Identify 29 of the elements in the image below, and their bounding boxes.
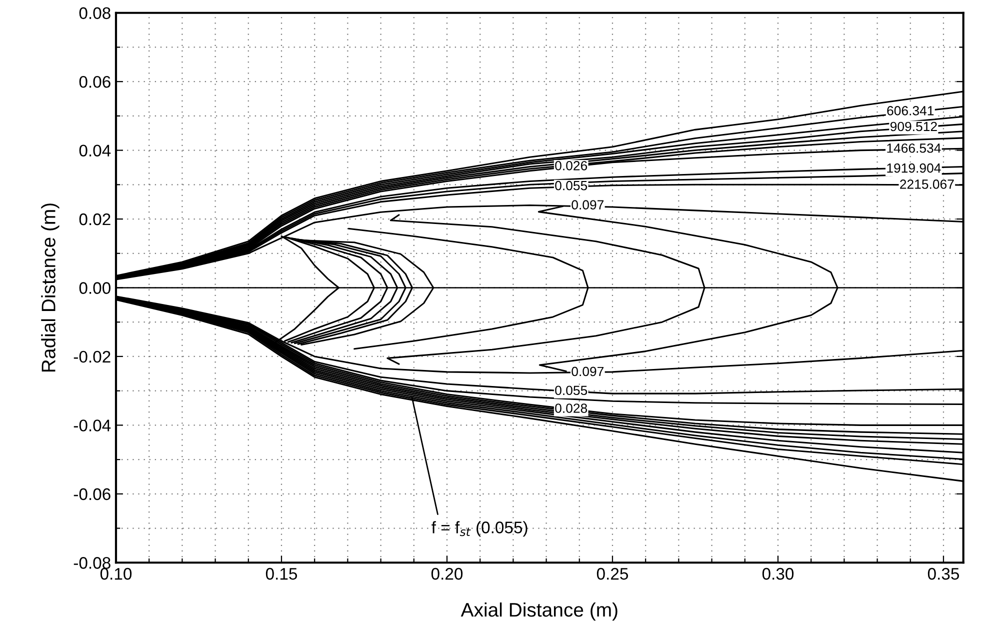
y-tick-label: -0.02 <box>74 350 110 363</box>
annotation: 606.341 <box>887 106 934 116</box>
y-tick-label: -0.06 <box>74 488 110 500</box>
annotation: 1919.904 <box>887 163 941 173</box>
annotation: 0.097 <box>572 366 604 376</box>
annotation: 2215.067 <box>900 180 954 189</box>
x-tick-label: 0.10 <box>100 568 132 580</box>
annotation: 0.055 <box>555 386 588 396</box>
y-tick-label: 0.06 <box>79 76 110 88</box>
annotation: 0.055 <box>555 180 588 190</box>
y-tick-label: 0.08 <box>79 7 110 20</box>
annotation: 0.097 <box>572 200 604 210</box>
x-tick-label: 0.15 <box>266 568 298 580</box>
annotation: 0.028 <box>555 404 588 413</box>
annotation: 1466.534 <box>887 143 941 153</box>
y-tick-label: -0.04 <box>74 420 111 432</box>
y-tick-label: 0.00 <box>79 282 110 294</box>
annotation: f = f$_{st}$ (0.055) <box>432 521 528 537</box>
y-tick-label: 0.04 <box>79 144 111 157</box>
annotation: 0.026 <box>555 160 588 170</box>
y-tick-label: -0.08 <box>74 557 110 569</box>
x-tick-label: 0.20 <box>431 568 463 580</box>
x-tick-label: 0.25 <box>596 568 628 580</box>
annotation: 909.512 <box>890 122 937 132</box>
x-tick-label: 0.30 <box>762 568 794 580</box>
y-tick-label: 0.02 <box>79 213 110 226</box>
x-tick-label: 0.35 <box>928 568 959 580</box>
x-axis-title: Axial Distance (m) <box>460 602 618 621</box>
y-axis-title: Radial Distance (m) <box>41 204 60 372</box>
